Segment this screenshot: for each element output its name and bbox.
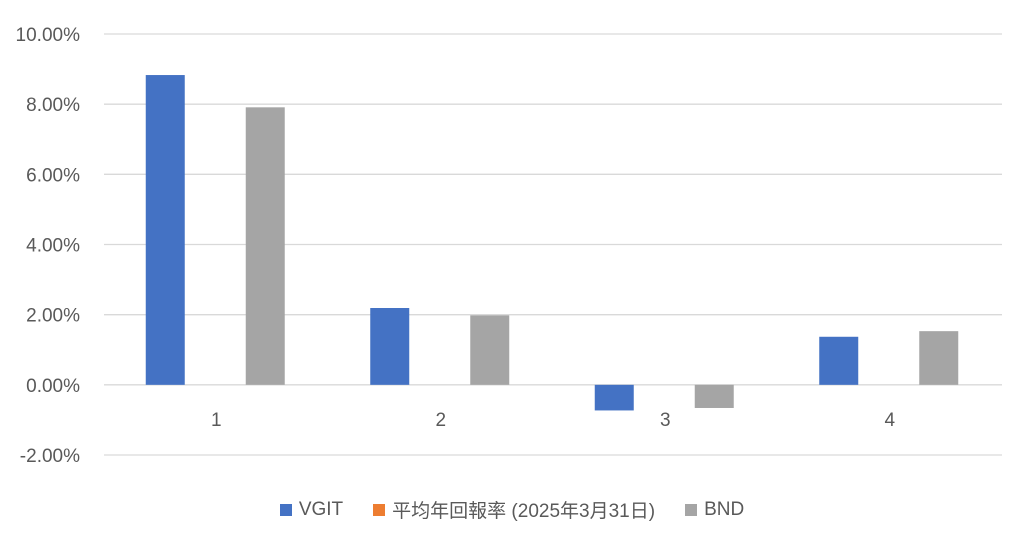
legend-label-bnd: BND: [704, 498, 745, 520]
y-tick-label: 8.00%: [26, 95, 80, 116]
y-tick-label: -2.00%: [20, 446, 80, 467]
y-tick-label: 6.00%: [26, 165, 80, 186]
y-axis-tick-labels: -2.00% 0.00% 2.00% 4.00% 6.00% 8.00% 10.00%: [16, 25, 81, 467]
y-tick-label: 4.00%: [26, 236, 80, 257]
bar-chart: -2.00% 0.00% 2.00% 4.00% 6.00% 8.00% 10.00% 1 2…: [16, 25, 1002, 467]
x-axis-tick-labels: 1 2 3 4: [211, 410, 896, 431]
x-tick-label: 4: [884, 410, 895, 431]
legend-item-average-annual-return: 平均年回報率 (2025年3月31日): [373, 496, 655, 523]
bars: [145, 75, 959, 411]
y-tick-label: 2.00%: [26, 306, 80, 327]
legend-label-vgit: VGIT: [298, 498, 344, 520]
bar-bnd-4: [919, 331, 959, 385]
y-tick-label: 10.00%: [16, 25, 81, 46]
bar-bnd-3: [694, 384, 734, 408]
gridlines: [104, 33, 1002, 456]
x-tick-label: 2: [435, 410, 446, 431]
bar-bnd-2: [470, 315, 510, 385]
legend: VGIT 平均年回報率 (2025年3月31日) BND: [0, 496, 1024, 523]
bar-vgit-2: [370, 308, 410, 385]
legend-swatch-average-annual-return: [373, 503, 386, 516]
legend-swatch-vgit: [279, 503, 292, 516]
bar-vgit-3: [594, 384, 634, 411]
x-tick-label: 3: [660, 410, 671, 431]
x-tick-label: 1: [211, 410, 222, 431]
legend-item-bnd: BND: [685, 499, 744, 521]
bar-vgit-1: [145, 75, 185, 385]
legend-swatch-bnd: [685, 503, 698, 516]
bar-vgit-4: [819, 336, 859, 385]
legend-label-average-annual-return: 平均年回報率 (2025年3月31日): [392, 501, 656, 522]
y-tick-label: 0.00%: [26, 376, 80, 397]
legend-item-vgit: VGIT: [279, 498, 344, 521]
bar-bnd-1: [245, 107, 285, 385]
